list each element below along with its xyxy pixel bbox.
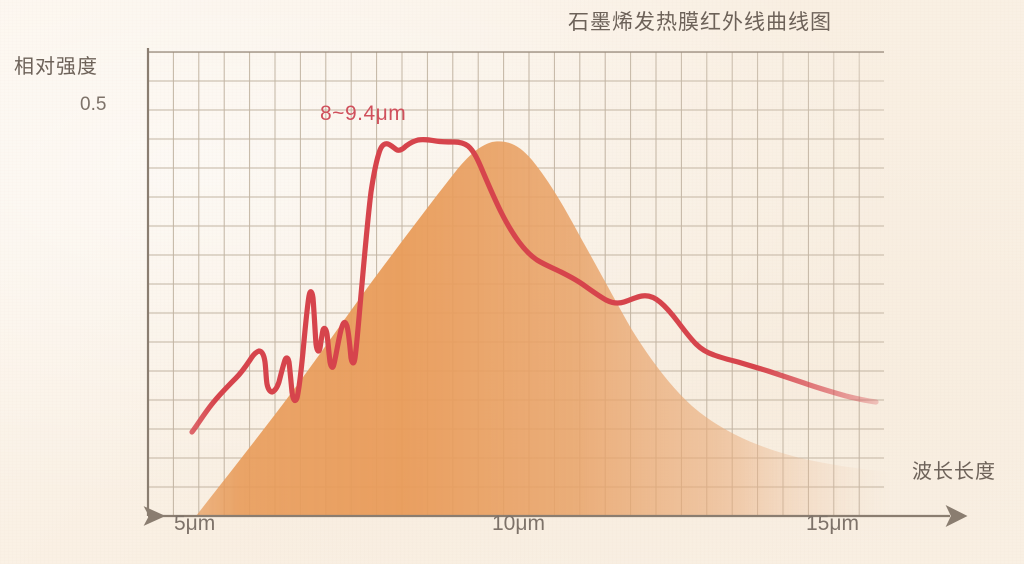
x-tick-0: 5μm	[174, 512, 216, 535]
x-tick-2: 15μm	[806, 512, 859, 535]
y-tick-0: 0.5	[80, 94, 107, 115]
emission-curve	[189, 136, 879, 435]
reference-band-area	[196, 141, 890, 516]
peak-range-annotation: 8~9.4μm	[320, 102, 407, 125]
chart-title: 石墨烯发热膜红外线曲线图	[568, 11, 832, 34]
y-axis-label: 相对强度	[14, 56, 98, 78]
x-axis-label: 波长长度	[912, 461, 996, 483]
x-tick-1: 10μm	[492, 512, 545, 535]
